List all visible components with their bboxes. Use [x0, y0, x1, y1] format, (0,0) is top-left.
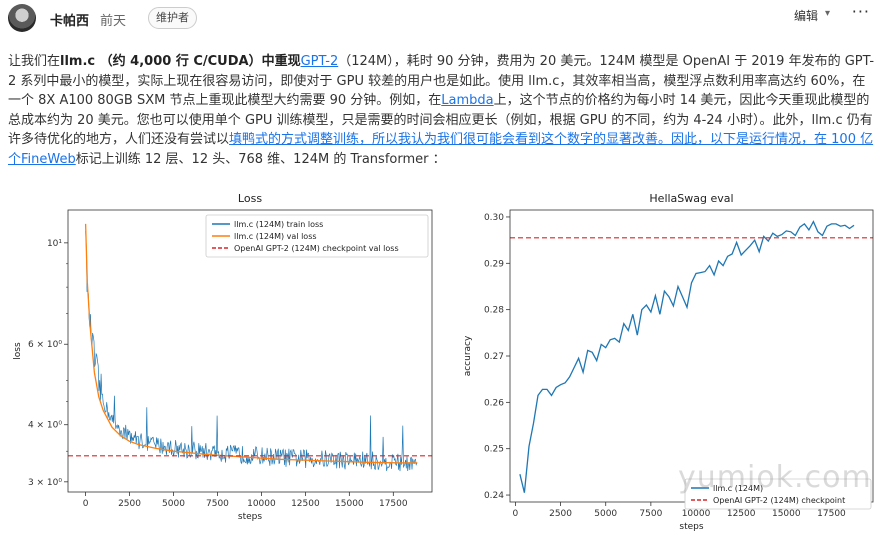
legend-box: [684, 478, 872, 510]
y-tick-label: 0.29: [484, 259, 504, 269]
series-line: [85, 230, 418, 472]
x-tick-label: 12500: [291, 499, 320, 509]
maintainer-badge: 维护者: [148, 7, 197, 29]
x-axis-label: steps: [238, 512, 262, 522]
y-tick-label: 3 × 10⁰: [28, 478, 62, 488]
y-axis-label: accuracy: [463, 335, 473, 376]
loss-chart: Loss 0 2500 5000 7500 10000 12500 15000 17500 10¹…: [0, 192, 442, 548]
text-segment: 让我们在: [8, 54, 61, 69]
chevron-down-icon[interactable]: ▾: [824, 8, 830, 19]
legend-label: llm.c (124M) train loss: [234, 220, 323, 229]
x-tick-label: 2500: [118, 499, 141, 509]
x-tick-label: 12500: [727, 509, 756, 519]
y-tick-label: 0.30: [484, 213, 504, 223]
x-tick-label: 15000: [335, 499, 364, 509]
legend-label: llm.c (124M) val loss: [234, 232, 317, 241]
legend: llm.c (124M) OpenAI GPT-2 (124M) checkpoi…: [684, 478, 872, 510]
tuning-link[interactable]: 填鸭式的方式调整训练，所以我认为我们很可能会看到这个数字的显著改善。因此，以下是…: [8, 132, 874, 167]
x-tick-label: 10000: [682, 509, 711, 519]
y-tick-label: 0.26: [484, 398, 504, 408]
y-tick-label: 6 × 10⁰: [28, 340, 62, 350]
watermark: yumiok.com: [678, 460, 872, 495]
plot-frame: [509, 209, 874, 503]
series-line: [519, 220, 855, 493]
legend-label: llm.c (124M): [713, 484, 763, 493]
legend-label: OpenAI GPT-2 (124M) checkpoint val loss: [234, 244, 399, 253]
x-tick-label: 5000: [162, 499, 185, 509]
lambda-link[interactable]: Lambda: [441, 93, 494, 109]
text-segment: 标记上训练 12 层、12 头、768 维、124M 的 Transformer…: [75, 151, 446, 167]
x-tick-label: 15000: [772, 509, 801, 519]
x-tick-label: 7500: [206, 499, 229, 509]
y-tick-label: 0.25: [484, 445, 504, 455]
fineweb-link[interactable]: FineWeb: [21, 151, 76, 167]
y-tick-label: 0.28: [484, 306, 504, 316]
x-tick-label: 5000: [594, 509, 617, 519]
post-time: 前天: [100, 14, 127, 29]
legend: llm.c (124M) train loss llm.c (124M) val …: [205, 214, 429, 258]
y-tick-label: 4 × 10⁰: [28, 421, 62, 431]
y-tick-label: 0.27: [484, 352, 504, 362]
x-tick-label: 17500: [379, 499, 408, 509]
legend-box: [205, 214, 429, 258]
more-options-icon[interactable]: ···: [851, 2, 870, 21]
text-segment-bold: llm.c （约 4,000 行 C/CUDA）中重现: [60, 54, 301, 69]
edit-button[interactable]: 编辑: [793, 9, 818, 23]
text-segment: 上，这个节点的价格约为每小时 14 美元，因此今天重现此模型的总成本约为 20 …: [8, 93, 873, 148]
text-segment: （124M），耗时 90 分钟，费用为 20 美元。124M 模型是 OpenA…: [8, 54, 875, 109]
x-axis-label: steps: [679, 522, 703, 532]
gpt2-link[interactable]: GPT-2: [300, 54, 339, 69]
y-tick-label: 10¹: [47, 239, 62, 249]
legend-label: OpenAI GPT-2 (124M) checkpoint: [713, 496, 845, 505]
x-tick-label: 0: [513, 509, 519, 519]
x-tick-label: 0: [83, 499, 89, 509]
avatar[interactable]: [8, 4, 36, 32]
hellaswag-chart: HellaSwag eval 0 2500 5000 7500 10000 12500 150…: [456, 192, 882, 548]
y-axis-label: loss: [13, 342, 23, 360]
y-tick-label: 0.24: [484, 491, 504, 501]
post-body-paragraph: 让我们在llm.c （约 4,000 行 C/CUDA）中重现GPT-2（124…: [8, 52, 876, 170]
author-name[interactable]: 卡帕西: [50, 14, 90, 29]
x-tick-label: 10000: [247, 499, 276, 509]
x-tick-label: 7500: [639, 509, 662, 519]
x-tick-label: 17500: [817, 509, 846, 519]
x-tick-label: 2500: [549, 509, 572, 519]
plot-frame: [67, 209, 433, 493]
chart-title: HellaSwag eval: [649, 192, 733, 205]
series-line: [84, 223, 418, 464]
chart-title: Loss: [238, 192, 262, 205]
post-header: 卡帕西 前天 维护者 编辑 ▾ ···: [8, 2, 876, 32]
